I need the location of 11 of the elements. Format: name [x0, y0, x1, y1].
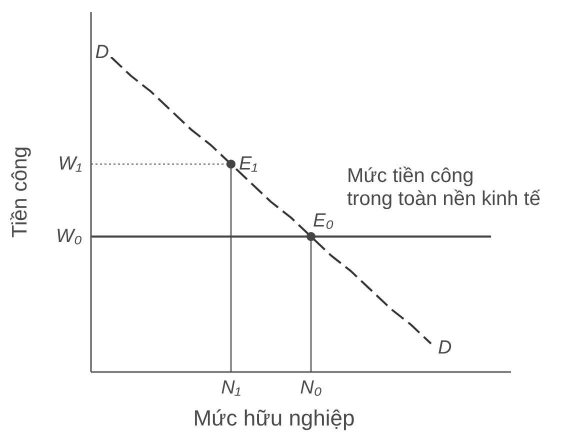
text: D [438, 338, 452, 359]
y-axis-title: Tiền công [8, 146, 32, 238]
series-label: W₁ [58, 154, 82, 175]
series-label: D [95, 42, 110, 63]
x-tick-label: N₀ [300, 377, 322, 398]
series-label: W₀ [56, 226, 82, 248]
annotation: E₁ [239, 154, 258, 175]
annotation: Mức tiền công trong toàn nền kinh tế [347, 165, 540, 210]
x-axis-title: Mức hữu nghiệp [193, 406, 355, 430]
x-tick-label: N₁ [221, 377, 241, 398]
annotation: E₀ [313, 210, 334, 232]
